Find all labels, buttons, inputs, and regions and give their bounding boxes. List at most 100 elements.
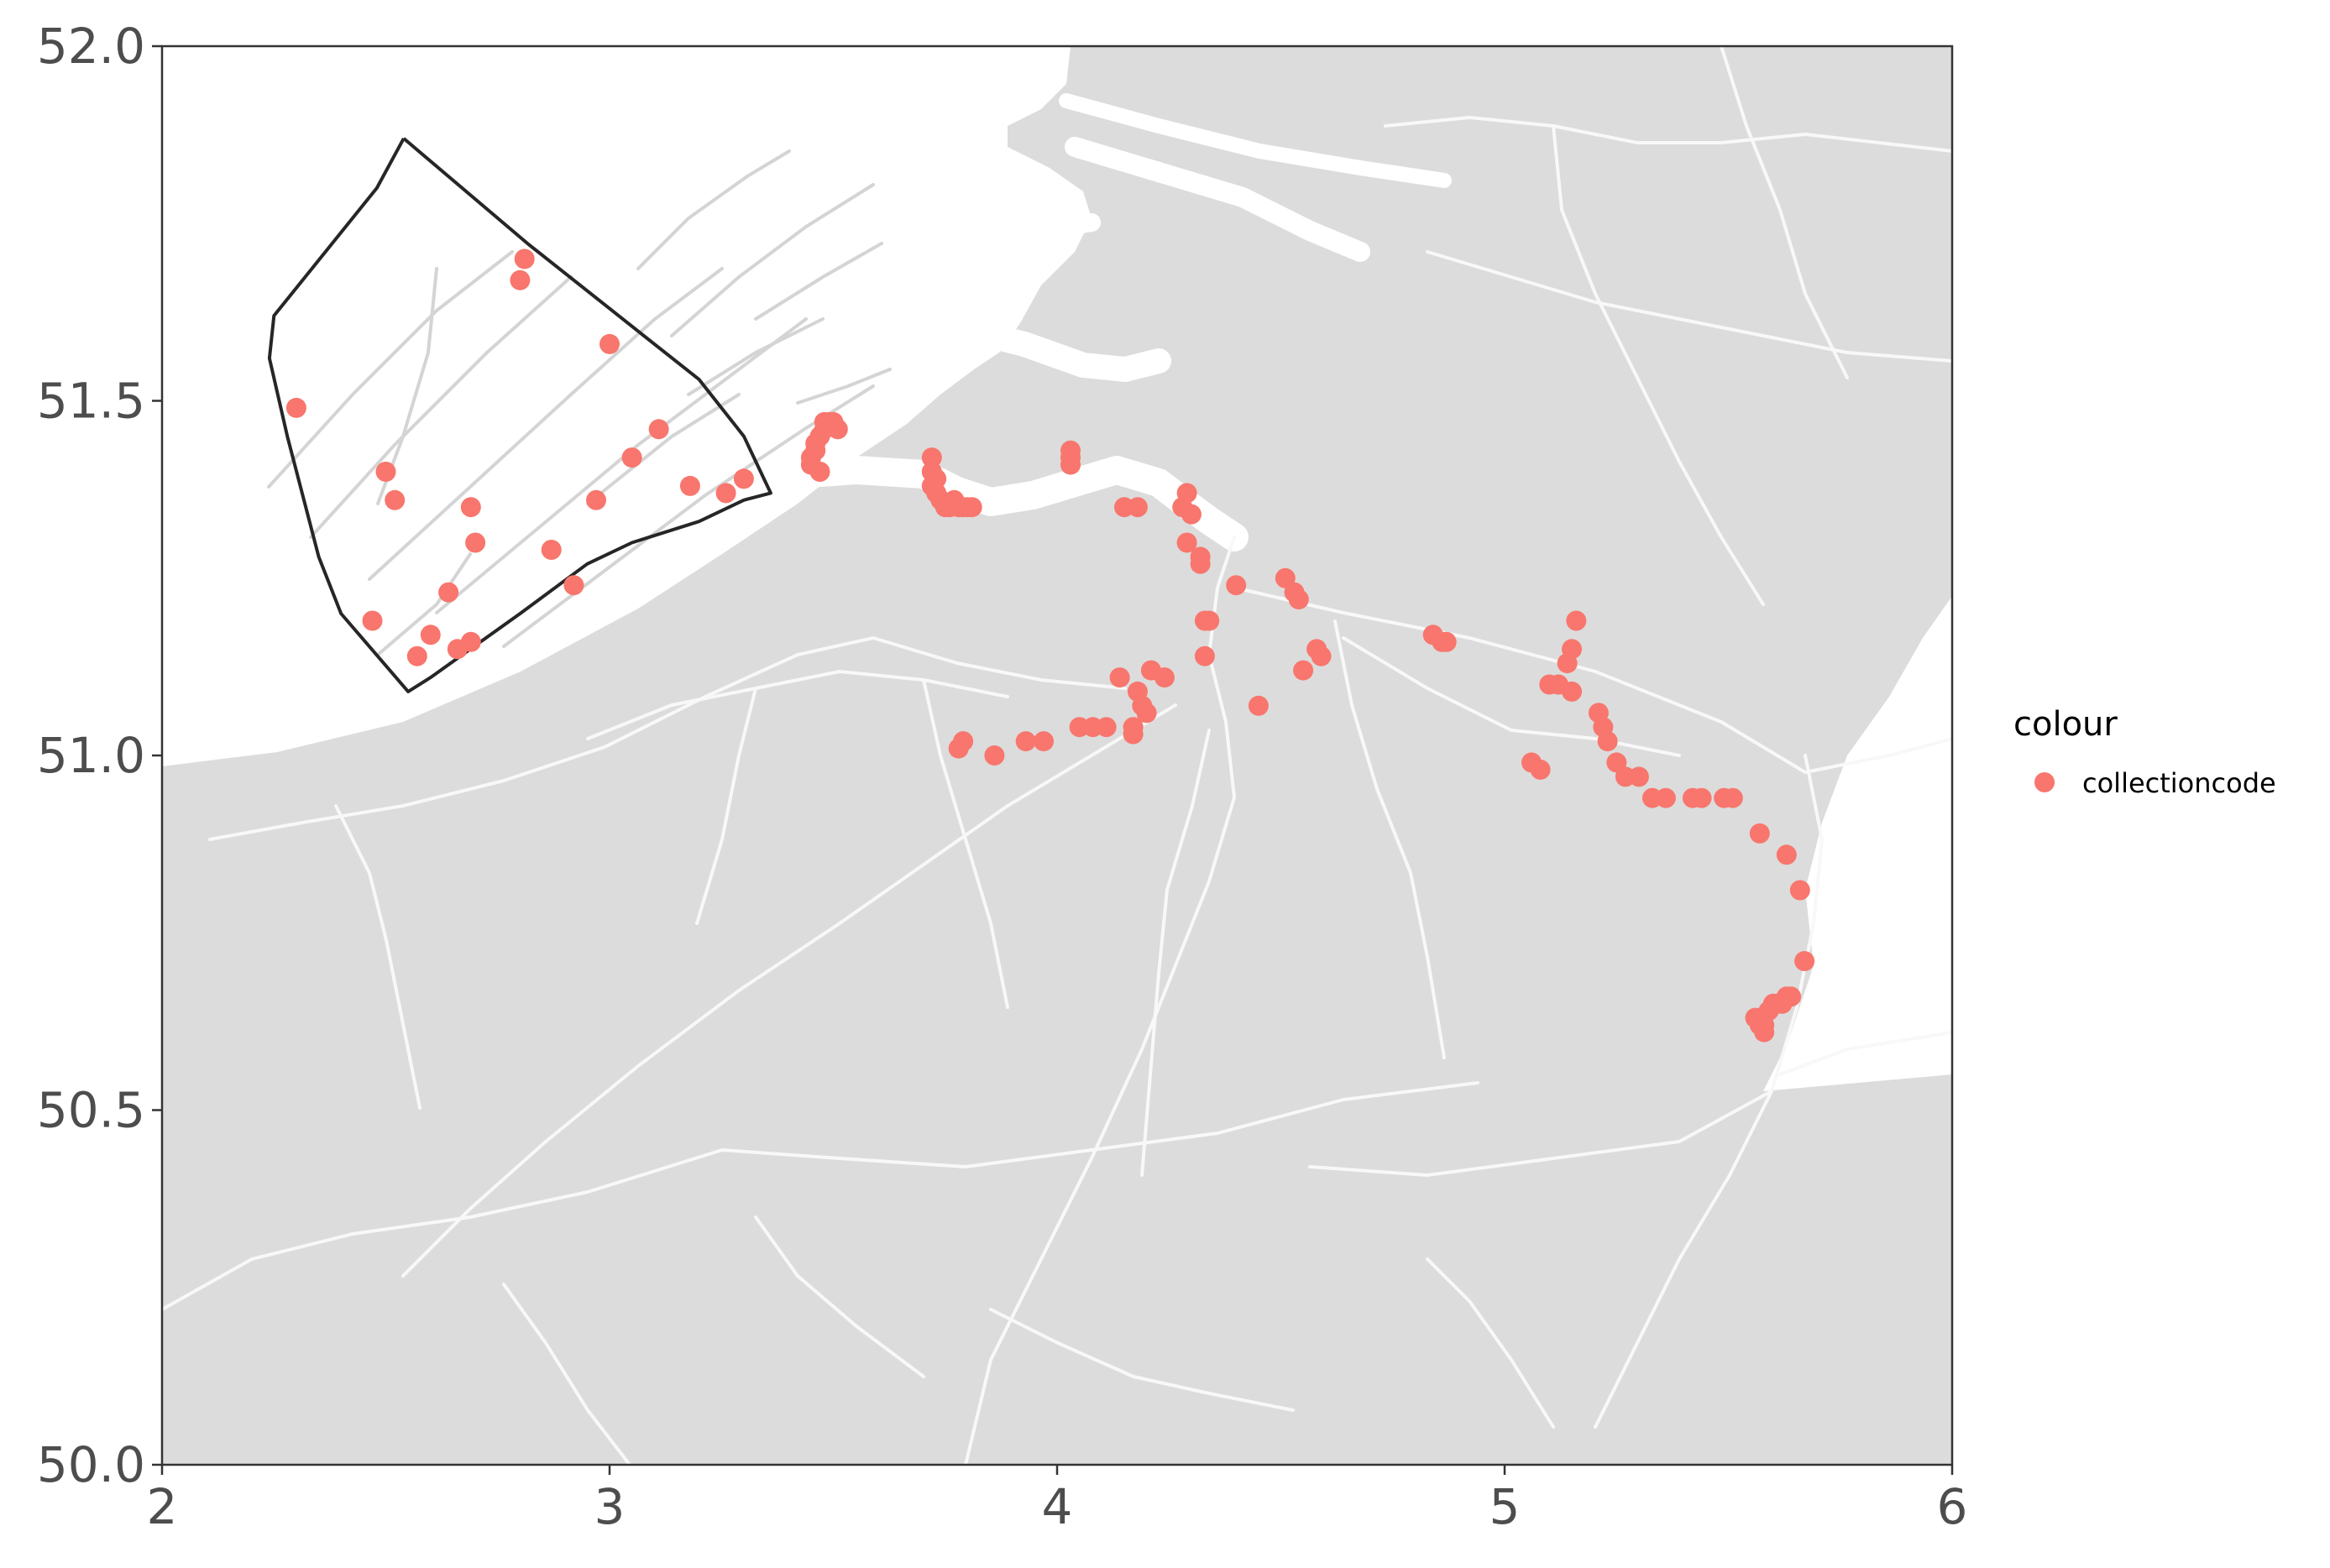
data-point — [285, 397, 306, 418]
data-point — [1691, 787, 1712, 808]
nieuwe-waterweg — [1059, 93, 1452, 188]
eastern-scheldt — [877, 302, 1171, 382]
river-north-3 — [1552, 124, 1765, 606]
sandbank — [586, 393, 741, 505]
x-axis: 2 3 4 5 6 — [147, 1465, 1967, 1535]
y-tick-label: 51.5 — [37, 373, 145, 430]
data-point — [1749, 823, 1770, 844]
data-point — [1194, 645, 1215, 666]
data-point — [984, 745, 1005, 766]
data-point — [1096, 717, 1117, 738]
data-point — [1176, 483, 1197, 504]
sandbanks — [267, 149, 892, 656]
sandbank — [267, 250, 514, 489]
y-tick-label: 50.0 — [37, 1436, 145, 1493]
data-point — [1436, 631, 1457, 652]
river-center-1 — [922, 678, 1009, 1009]
x-tick-label: 4 — [1042, 1478, 1073, 1535]
data-point — [1136, 703, 1157, 724]
border-line-south — [162, 1081, 1479, 1311]
data-point — [1548, 674, 1568, 695]
data-point — [460, 631, 481, 652]
data-point — [1789, 880, 1810, 901]
river-lys — [401, 703, 1177, 1278]
data-point — [465, 532, 486, 553]
data-point — [1248, 695, 1269, 716]
river-demer — [1342, 636, 1681, 757]
data-point — [362, 610, 383, 631]
data-point — [1722, 787, 1743, 808]
map-panel — [162, 46, 1952, 1465]
data-point — [1293, 660, 1314, 681]
river-scheldt — [964, 536, 1236, 1465]
data-point — [1776, 844, 1797, 865]
y-tick-label: 50.5 — [37, 1082, 145, 1139]
y-axis: 50.0 50.5 51.0 51.5 52.0 — [37, 18, 162, 1493]
data-point — [1127, 497, 1148, 518]
sandbank — [636, 149, 791, 270]
data-point — [1794, 951, 1815, 971]
sandbank — [754, 242, 883, 321]
sandbank — [376, 552, 472, 656]
data-point — [460, 497, 481, 518]
data-point — [385, 489, 406, 510]
data-point — [733, 468, 754, 489]
data-point — [679, 475, 700, 496]
sandbank — [435, 317, 808, 614]
sandbank — [309, 275, 573, 539]
river-south-2 — [989, 1308, 1295, 1412]
river-north-1 — [1426, 250, 1952, 363]
river-yser — [334, 804, 421, 1110]
grevelingen — [898, 213, 1101, 261]
data-point — [1123, 717, 1144, 738]
data-point — [926, 468, 947, 489]
sandbank — [687, 317, 825, 396]
data-point — [438, 582, 459, 603]
data-point — [1060, 440, 1081, 461]
data-point — [715, 483, 736, 504]
data-point — [586, 489, 606, 510]
data-point — [1311, 645, 1332, 666]
data-point — [1566, 610, 1587, 631]
data-point — [1628, 766, 1649, 787]
river-east-1 — [1804, 737, 1952, 774]
data-point — [1288, 589, 1309, 610]
x-tick-label: 2 — [147, 1478, 178, 1535]
data-point — [1190, 553, 1211, 574]
x-tick-label: 5 — [1490, 1478, 1521, 1535]
legend-key-collectioncode — [2034, 772, 2055, 792]
river-sambre — [1308, 1090, 1773, 1177]
data-point — [921, 447, 942, 468]
data-point — [648, 419, 669, 440]
river-network — [162, 46, 1952, 1465]
data-point — [953, 731, 974, 752]
data-point — [1530, 759, 1551, 780]
data-point — [1015, 731, 1036, 752]
data-point — [1109, 667, 1130, 688]
data-point — [827, 419, 848, 440]
river-east-2 — [1778, 1031, 1952, 1076]
data-point — [1181, 504, 1202, 525]
canal-ghent-bruges — [586, 670, 1009, 740]
x-tick-label: 3 — [594, 1478, 626, 1535]
data-point — [510, 269, 531, 290]
albert-canal — [1233, 586, 1807, 774]
data-point — [1226, 575, 1247, 596]
land-area — [162, 46, 1952, 1465]
data-point — [1557, 653, 1578, 674]
data-point — [1597, 731, 1618, 752]
river-north-2 — [1384, 116, 1952, 153]
sandbank — [796, 368, 892, 405]
river-north-4 — [1720, 46, 1849, 379]
occurrence-points — [285, 248, 1815, 1043]
legend-title: colour — [2013, 705, 2118, 744]
data-point — [1655, 787, 1676, 808]
legend-label-collectioncode: collectioncode — [2082, 767, 2276, 799]
data-point — [1199, 610, 1220, 631]
study-area-outline — [267, 137, 772, 693]
hollandsch-diep — [1065, 137, 1370, 262]
sandbank — [670, 183, 875, 337]
river-south-4 — [502, 1283, 631, 1465]
data-point — [406, 645, 427, 666]
